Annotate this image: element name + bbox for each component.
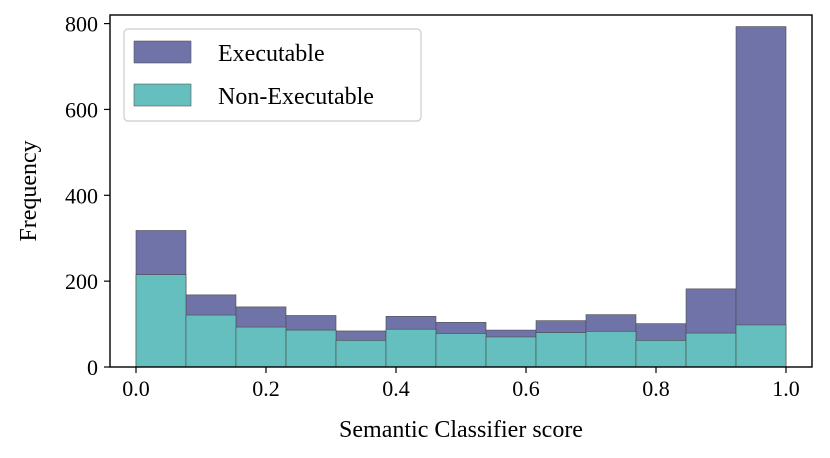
- bar-non-executable-1: [185, 314, 237, 368]
- bar-non-executable-9: [585, 331, 637, 368]
- plot-frame: [109, 14, 813, 368]
- legend-label-non-executable: Non-Executable: [218, 84, 374, 110]
- bar-non-executable-5: [385, 328, 437, 368]
- x-tick-label: 0.8: [642, 376, 670, 401]
- bars-layer: [135, 26, 787, 368]
- bar-non-executable-8: [535, 332, 587, 368]
- x-tick-label: 1.0: [772, 376, 800, 401]
- bar-non-executable-12: [735, 324, 787, 368]
- bar-non-executable-11: [685, 332, 737, 368]
- x-axis: 0.0 0.2 0.4 0.6 0.8 1.0: [122, 367, 800, 401]
- legend-swatch-non-executable: [133, 83, 192, 107]
- x-tick-label: 0.4: [382, 376, 410, 401]
- legend: Executable Non-Executable: [123, 28, 422, 122]
- bar-non-executable-0: [135, 274, 187, 368]
- x-tick-label: 0.6: [512, 376, 540, 401]
- y-tick-label: 600: [65, 97, 98, 122]
- y-tick-label: 400: [65, 183, 98, 208]
- y-axis: 0 200 400 600 800: [65, 12, 110, 380]
- y-axis-label: Frequency: [16, 140, 42, 241]
- legend-label-executable: Executable: [218, 41, 325, 67]
- x-tick-label: 0.2: [252, 376, 280, 401]
- bar-non-executable-3: [285, 329, 337, 368]
- bar-non-executable-7: [485, 336, 537, 368]
- bar-executable-12: [735, 26, 787, 368]
- bar-non-executable-6: [435, 333, 487, 368]
- bar-non-executable-4: [335, 340, 387, 368]
- bar-non-executable-10: [635, 340, 687, 368]
- x-axis-label: Semantic Classifier score: [339, 417, 583, 443]
- x-tick-label: 0.0: [122, 376, 150, 401]
- legend-box: [123, 28, 422, 122]
- y-tick-label: 800: [65, 12, 98, 37]
- bar-non-executable-2: [235, 326, 287, 368]
- y-tick-label: 0: [87, 355, 98, 380]
- y-tick-label: 200: [65, 269, 98, 294]
- legend-swatch-executable: [133, 40, 192, 64]
